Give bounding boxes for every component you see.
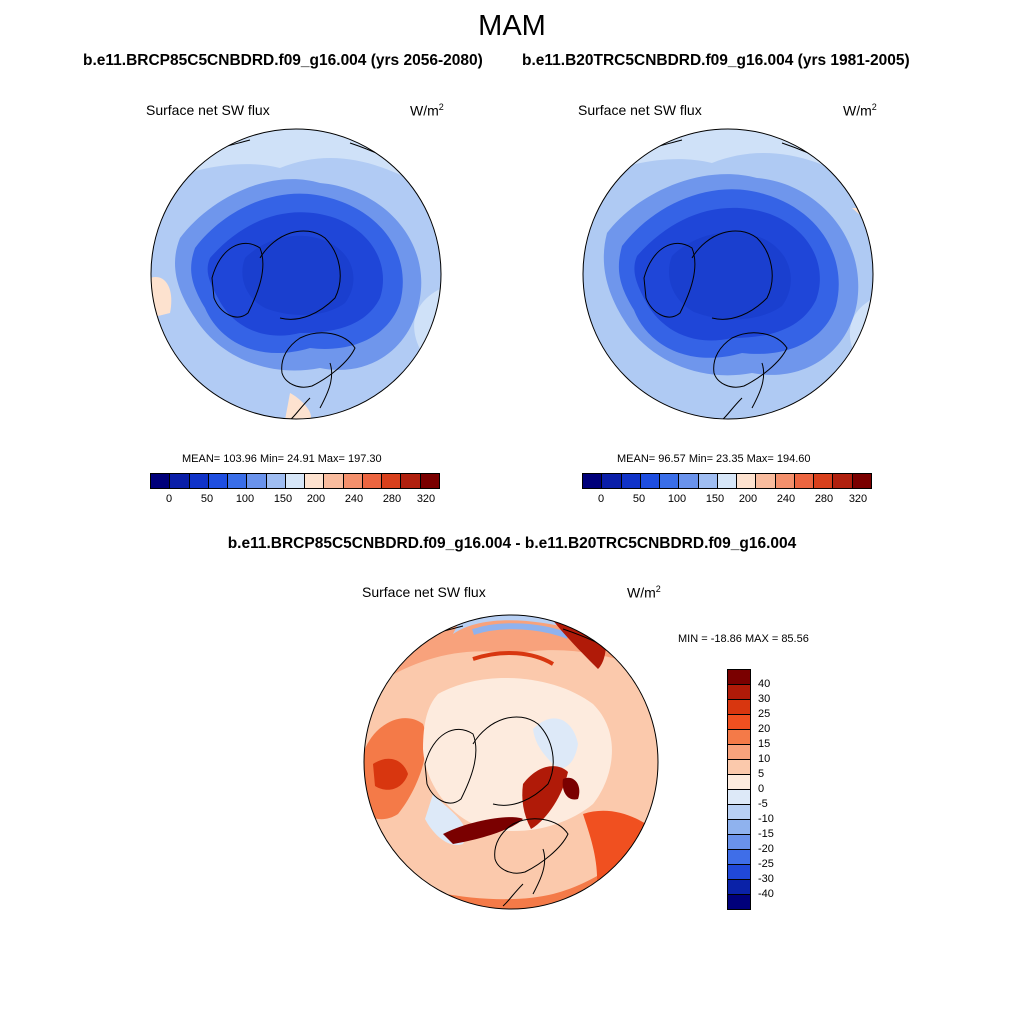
cbar2-tick: 200: [738, 493, 758, 505]
colorbar-swatch: [728, 775, 750, 790]
cbar3-tick: -15: [758, 828, 774, 840]
colorbar-swatch: [728, 715, 750, 730]
colorbar-swatch: [362, 474, 383, 488]
colorbar-swatch: [728, 880, 750, 895]
cbar1-tick: 320: [416, 493, 436, 505]
colorbar-swatch: [679, 474, 699, 488]
panel2-colorbar-labels: 0 50 100 150 200 240 280 320: [582, 493, 872, 507]
cbar3-tick: -25: [758, 858, 774, 870]
cbar3-tick: 40: [758, 678, 771, 690]
cbar3-tick: -30: [758, 873, 774, 885]
cbar3-tick: 20: [758, 723, 771, 735]
colorbar-swatch: [266, 474, 286, 488]
diff-colorbar: [727, 669, 751, 910]
figure-title: MAM: [478, 10, 546, 42]
cbar2-tick: 320: [848, 493, 868, 505]
colorbar-swatch: [305, 474, 325, 488]
colorbar-swatch: [756, 474, 776, 488]
cbar1-tick: 200: [306, 493, 326, 505]
colorbar-swatch: [420, 474, 439, 488]
panel2-colorbar: [582, 473, 872, 489]
diff-minmax: MIN = -18.86 MAX = 85.56: [678, 633, 809, 645]
panel1-variable-label: Surface net SW flux: [146, 102, 270, 118]
colorbar-swatch: [728, 865, 750, 880]
colorbar-swatch: [728, 685, 750, 700]
cbar3-tick: 30: [758, 693, 771, 705]
cbar1-tick: 100: [235, 493, 255, 505]
diff-variable-label: Surface net SW flux: [362, 584, 486, 600]
colorbar-swatch: [728, 895, 750, 909]
colorbar-swatch: [728, 790, 750, 805]
colorbar-swatch: [814, 474, 834, 488]
colorbar-swatch: [228, 474, 248, 488]
panel2-variable-label: Surface net SW flux: [578, 102, 702, 118]
cbar2-tick: 50: [632, 493, 646, 505]
panel2-case-title: b.e11.B20TRC5CNBDRD.f09_g16.004 (yrs 198…: [522, 52, 910, 69]
colorbar-swatch: [794, 474, 815, 488]
colorbar-swatch: [602, 474, 622, 488]
cbar1-tick: 280: [382, 493, 402, 505]
cbar2-tick: 150: [705, 493, 725, 505]
colorbar-swatch: [717, 474, 738, 488]
cbar3-tick: 5: [758, 768, 765, 780]
panel2-polar-map: [582, 128, 874, 420]
cbar1-tick: 50: [200, 493, 214, 505]
cbar2-tick: 0: [597, 493, 605, 505]
colorbar-swatch: [728, 670, 750, 685]
colorbar-swatch: [382, 474, 402, 488]
diff-colorbar-labels: 40 30 25 20 15 10 5 0 -5 -10 -15 -20 -25…: [758, 669, 798, 910]
colorbar-swatch: [189, 474, 209, 488]
panel1-polar-map: [150, 128, 442, 420]
colorbar-swatch: [170, 474, 190, 488]
panel1-colorbar-labels: 0 50 100 150 200 240 280 320: [150, 493, 440, 507]
panel2-stats: MEAN= 96.57 Min= 23.35 Max= 194.60: [617, 453, 811, 465]
colorbar-swatch: [833, 474, 853, 488]
diff-title: b.e11.BRCP85C5CNBDRD.f09_g16.004 - b.e11…: [227, 535, 797, 552]
colorbar-swatch: [775, 474, 795, 488]
colorbar-swatch: [285, 474, 306, 488]
panel1-stats: MEAN= 103.96 Min= 24.91 Max= 197.30: [182, 453, 382, 465]
colorbar-swatch: [660, 474, 680, 488]
cbar1-tick: 150: [273, 493, 293, 505]
colorbar-swatch: [247, 474, 267, 488]
colorbar-swatch: [728, 745, 750, 760]
cbar3-tick: 10: [758, 753, 771, 765]
cbar2-tick: 280: [814, 493, 834, 505]
colorbar-swatch: [640, 474, 661, 488]
cbar3-tick: 0: [758, 783, 765, 795]
colorbar-swatch: [728, 835, 750, 850]
colorbar-swatch: [621, 474, 641, 488]
colorbar-swatch: [728, 700, 750, 715]
colorbar-swatch: [737, 474, 757, 488]
colorbar-swatch: [728, 805, 750, 820]
cbar1-tick: 240: [344, 493, 364, 505]
colorbar-swatch: [401, 474, 421, 488]
colorbar-swatch: [728, 850, 750, 865]
panel1-case-title: b.e11.BRCP85C5CNBDRD.f09_g16.004 (yrs 20…: [83, 52, 483, 69]
cbar2-tick: 240: [776, 493, 796, 505]
colorbar-swatch: [324, 474, 344, 488]
diff-polar-map: [363, 614, 659, 910]
cbar3-tick: -40: [758, 888, 774, 900]
colorbar-swatch: [728, 820, 750, 835]
cbar3-tick: -10: [758, 813, 774, 825]
diff-units-label: W/m2: [627, 584, 661, 601]
panel2-units-label: W/m2: [843, 102, 877, 119]
colorbar-swatch: [151, 474, 171, 488]
colorbar-swatch: [728, 760, 750, 775]
cbar3-tick: 15: [758, 738, 771, 750]
cbar3-tick: -20: [758, 843, 774, 855]
panel1-units-label: W/m2: [410, 102, 444, 119]
colorbar-swatch: [208, 474, 229, 488]
colorbar-swatch: [698, 474, 718, 488]
cbar1-tick: 0: [165, 493, 173, 505]
panel1-colorbar: [150, 473, 440, 489]
cbar3-tick: -5: [758, 798, 768, 810]
colorbar-swatch: [343, 474, 363, 488]
cbar3-tick: 25: [758, 708, 771, 720]
colorbar-swatch: [583, 474, 603, 488]
cbar2-tick: 100: [667, 493, 687, 505]
colorbar-swatch: [852, 474, 871, 488]
colorbar-swatch: [728, 730, 750, 745]
